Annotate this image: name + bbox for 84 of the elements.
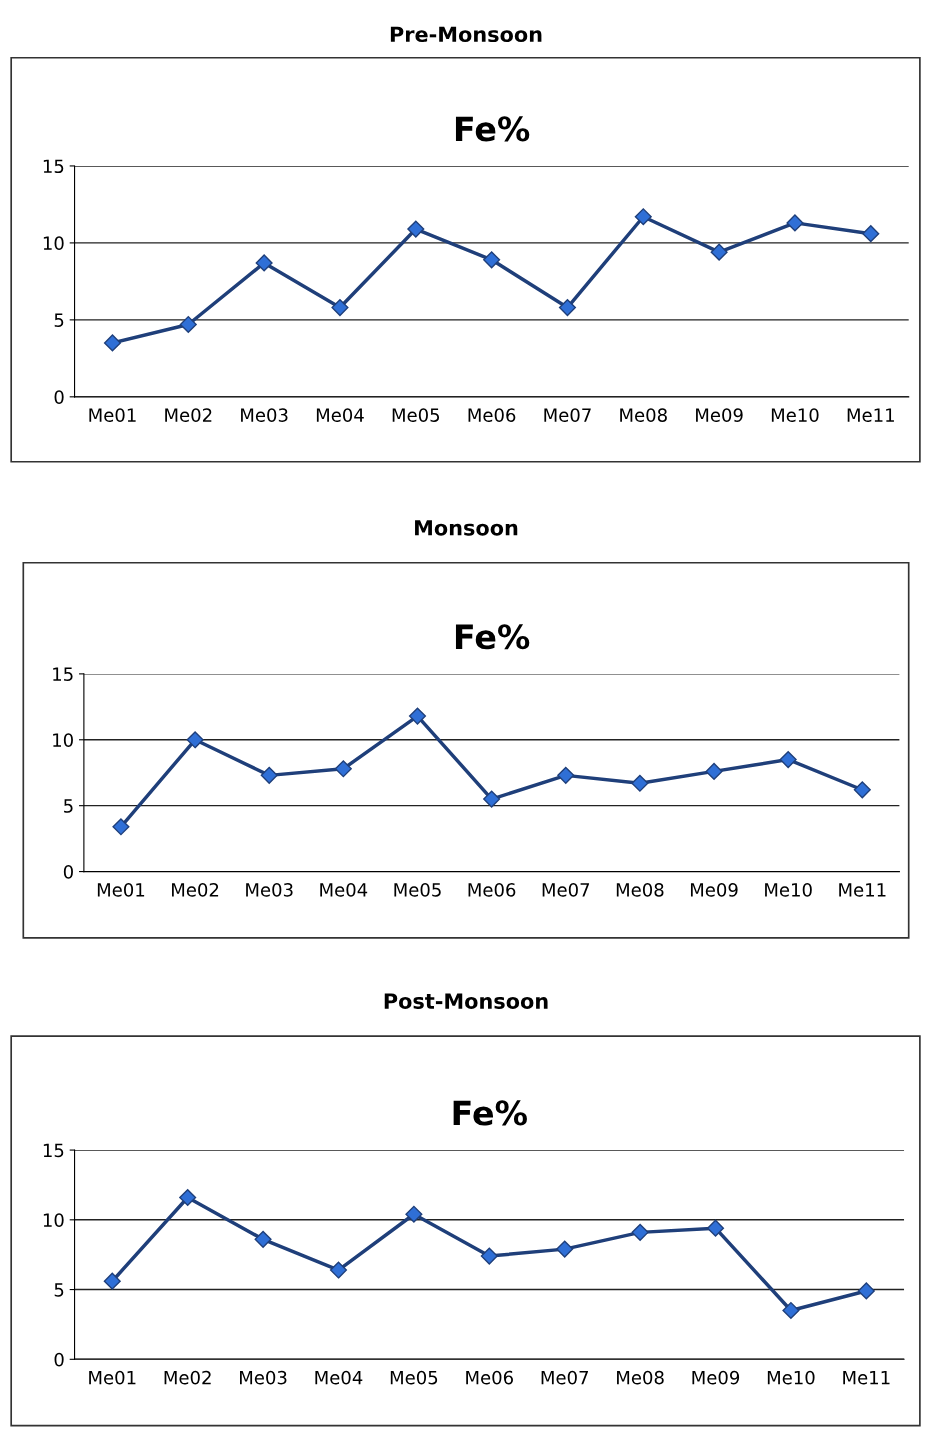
- x-tick-label: Me11: [847, 408, 894, 422]
- point: [705, 762, 723, 780]
- x-tick-label: Me05: [392, 408, 440, 422]
- point: [480, 1247, 498, 1265]
- chart-title: Monsoon: [415, 520, 518, 536]
- point: [331, 298, 349, 317]
- point: [112, 818, 130, 836]
- x-tick-label: Me08: [616, 883, 664, 897]
- point: [483, 251, 501, 269]
- x-tick-label: Me04: [316, 408, 364, 422]
- point: [255, 254, 273, 272]
- x-tick-label: Me02: [172, 883, 219, 897]
- x-tick-label: Me05: [390, 1370, 438, 1385]
- chart-title: Post-Monsoon: [384, 993, 548, 1009]
- chart-subtitle: Fe%: [455, 116, 530, 142]
- y-tick-label: 10: [53, 733, 73, 747]
- x-tick-label: Me07: [542, 883, 590, 897]
- y-tick-label: 15: [43, 159, 64, 174]
- point: [408, 707, 427, 725]
- x-tick-label: Me07: [541, 1370, 588, 1385]
- y-tick-label: 5: [64, 799, 73, 813]
- x-tick-label: Me06: [468, 408, 516, 422]
- point: [557, 766, 575, 784]
- y-tick-label: 10: [43, 236, 64, 251]
- point: [179, 315, 197, 334]
- x-tick-label: Me06: [466, 1370, 513, 1385]
- x-tick-label: Me08: [617, 1370, 664, 1385]
- x-tick-label: Me01: [97, 883, 145, 897]
- y-tick-label: 0: [54, 390, 64, 404]
- point: [631, 774, 649, 792]
- point: [634, 208, 652, 226]
- x-tick-label: Me07: [544, 408, 591, 422]
- x-tick-label: Me01: [89, 408, 136, 422]
- point: [556, 1240, 574, 1258]
- point: [179, 1188, 197, 1207]
- x-tick-label: Me05: [394, 883, 441, 897]
- point: [407, 220, 425, 238]
- y-tick-label: 5: [54, 313, 64, 327]
- y-tick-label: 15: [53, 667, 73, 681]
- point: [558, 298, 577, 317]
- point: [862, 225, 880, 243]
- point: [786, 214, 804, 232]
- x-tick-label: Me09: [696, 408, 743, 422]
- x-tick-label: Me02: [164, 1370, 211, 1385]
- y-tick-label: 0: [63, 865, 73, 879]
- point: [631, 1223, 649, 1241]
- y-tick-label: 0: [54, 1352, 64, 1367]
- x-tick-label: Me08: [620, 408, 667, 422]
- x-tick-label: Me03: [240, 1370, 287, 1385]
- point: [853, 781, 871, 799]
- x-tick-label: Me02: [165, 408, 212, 422]
- y-tick-label: 15: [43, 1143, 64, 1158]
- point: [186, 731, 204, 749]
- point: [483, 790, 501, 808]
- y-tick-label: 5: [54, 1283, 64, 1297]
- x-tick-label: Me01: [89, 1370, 136, 1385]
- chart-title: Pre-Monsoon: [390, 26, 542, 43]
- y-tick-label: 10: [43, 1213, 64, 1227]
- x-tick-label: Me04: [315, 1370, 363, 1385]
- x-tick-label: Me03: [241, 408, 288, 422]
- point: [405, 1205, 423, 1223]
- x-tick-label: Me03: [246, 883, 293, 897]
- point: [254, 1230, 272, 1248]
- x-tick-label: Me06: [468, 883, 516, 897]
- x-tick-label: Me10: [771, 408, 819, 422]
- point: [103, 334, 122, 352]
- x-tick-label: Me10: [767, 1370, 815, 1385]
- point: [334, 760, 352, 778]
- point: [260, 766, 278, 784]
- chart-subtitle: Fe%: [455, 624, 530, 650]
- x-tick-label: Me04: [320, 883, 368, 897]
- x-tick-label: Me09: [690, 883, 738, 897]
- point: [710, 243, 728, 261]
- x-tick-label: Me11: [843, 1370, 890, 1385]
- point: [329, 1261, 348, 1279]
- x-tick-label: Me09: [692, 1370, 740, 1385]
- point: [103, 1272, 121, 1290]
- x-tick-label: Me11: [839, 883, 886, 897]
- point: [779, 750, 797, 769]
- point: [706, 1219, 725, 1237]
- point: [782, 1301, 800, 1320]
- point: [857, 1282, 875, 1300]
- x-tick-label: Me10: [765, 883, 812, 897]
- chart-subtitle: Fe%: [453, 1100, 527, 1126]
